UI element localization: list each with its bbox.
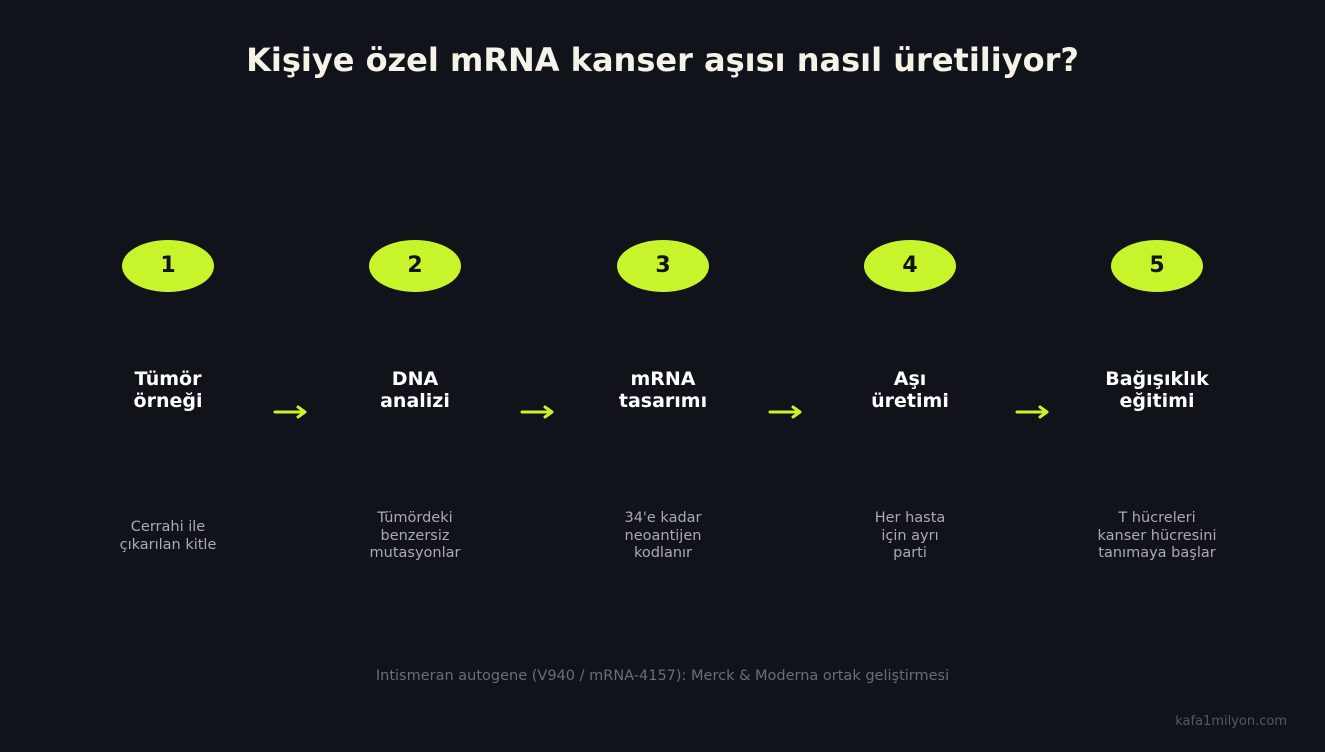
step-title: Tümör örneği: [58, 368, 278, 412]
step-2: 2 DNA analizi Tümördeki benzersiz mutasy…: [305, 240, 525, 561]
step-title-line: Aşı: [893, 368, 927, 390]
step-title: DNA analizi: [305, 368, 525, 412]
step-title-line: DNA: [391, 368, 439, 390]
step-title-line: eğitimi: [1119, 390, 1195, 412]
right-arrow-icon: [273, 405, 307, 419]
step-description: T hücreleri kanser hücresini tanımaya ba…: [1047, 510, 1267, 563]
step-number-badge: 1: [122, 240, 214, 292]
footnote: Intismeran autogene (V940 / mRNA-4157): …: [375, 668, 950, 684]
page-title: Kişiye özel mRNA kanser aşısı nasıl üret…: [246, 41, 1079, 79]
right-arrow-icon: [768, 405, 802, 419]
step-description-line: T hücreleri: [1118, 510, 1196, 526]
step-description-line: 34'e kadar: [624, 510, 702, 526]
step-1: 1 Tümör örneği Cerrahi ile çıkarılan kit…: [58, 240, 278, 553]
right-arrow-icon: [520, 405, 554, 419]
step-title-line: örneği: [133, 390, 203, 412]
step-5: 5 Bağışıklık eğitimi T hücreleri kanser …: [1047, 240, 1267, 561]
step-description-line: neoantijen: [624, 527, 702, 544]
step-description-line: kodlanır: [633, 545, 693, 561]
step-title-line: Bağışıklık: [1105, 368, 1209, 390]
step-description-line: Her hasta: [874, 510, 946, 526]
step-description: Her hasta için ayrı parti: [800, 510, 1020, 563]
step-description-line: benzersiz: [380, 527, 450, 544]
step-title-line: Tümör: [134, 368, 202, 390]
step-description: Tümördeki benzersiz mutasyonlar: [305, 510, 525, 563]
step-number-badge: 3: [617, 240, 709, 292]
step-description-line: için ayrı: [881, 527, 939, 544]
step-title-line: analizi: [380, 390, 450, 412]
step-number-badge: 5: [1111, 240, 1203, 292]
step-title: Bağışıklık eğitimi: [1047, 368, 1267, 412]
step-title-line: tasarımı: [618, 390, 708, 412]
step-description-line: çıkarılan kitle: [119, 536, 217, 553]
step-title: Aşı üretimi: [800, 368, 1020, 412]
step-description-line: mutasyonlar: [369, 545, 461, 561]
right-arrow-icon: [1015, 405, 1049, 419]
step-description: Cerrahi ile çıkarılan kitle: [58, 519, 278, 554]
step-4: 4 Aşı üretimi Her hasta için ayrı parti: [800, 240, 1020, 561]
step-description-line: parti: [893, 545, 927, 561]
step-description-line: kanser hücresini: [1097, 527, 1217, 544]
step-3: 3 mRNA tasarımı 34'e kadar neoantijen ko…: [553, 240, 773, 561]
step-number-badge: 2: [369, 240, 461, 292]
source-credit: kafa1milyon.com: [1175, 714, 1287, 729]
step-description-line: tanımaya başlar: [1098, 545, 1216, 561]
step-number-badge: 4: [864, 240, 956, 292]
step-description: 34'e kadar neoantijen kodlanır: [553, 510, 773, 563]
step-description-line: Cerrahi ile: [130, 519, 206, 535]
step-title: mRNA tasarımı: [553, 368, 773, 412]
step-title-line: mRNA: [630, 368, 696, 390]
step-description-line: Tümördeki: [377, 510, 453, 526]
step-title-line: üretimi: [871, 390, 949, 412]
